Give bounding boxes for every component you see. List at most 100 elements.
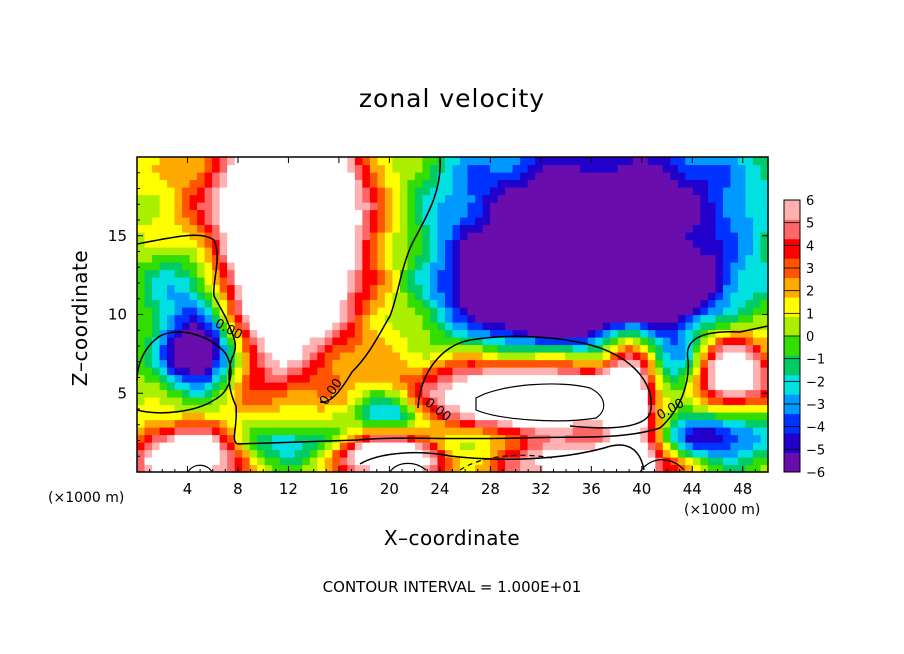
field-cell [384, 194, 393, 203]
field-cell [452, 277, 461, 286]
field-cell [159, 449, 168, 458]
field-cell [737, 269, 747, 278]
field-cell [257, 292, 266, 301]
field-cell [174, 194, 183, 203]
field-cell [227, 427, 236, 436]
field-cell [527, 187, 536, 196]
field-cell [234, 314, 243, 323]
field-cell [182, 359, 191, 368]
field-cell [527, 337, 536, 346]
field-cell [647, 464, 656, 473]
field-cell [662, 179, 671, 188]
field-cell [572, 217, 581, 226]
field-cell [369, 164, 378, 173]
field-cell [452, 389, 461, 398]
field-cell [309, 157, 318, 166]
field-cell [737, 359, 747, 368]
field-cell [302, 359, 311, 368]
field-cell [760, 367, 769, 376]
field-cell [752, 179, 762, 188]
field-cell [272, 239, 281, 248]
field-cell [692, 269, 701, 278]
field-cell [137, 344, 146, 353]
field-cell [339, 367, 348, 376]
field-cell [339, 404, 348, 413]
field-cell [677, 457, 686, 466]
field-cell [287, 239, 296, 248]
field-cell [745, 292, 754, 301]
field-cell [497, 217, 506, 226]
field-cell [152, 404, 161, 413]
field-cell [377, 397, 386, 406]
field-cell [527, 269, 536, 278]
x-tick-label: 8 [233, 480, 243, 498]
field-cell [752, 292, 762, 301]
field-cell [407, 457, 416, 466]
field-cell [707, 442, 717, 451]
field-cell [249, 269, 258, 278]
field-cell [715, 434, 724, 443]
field-cell [369, 322, 378, 331]
field-cell [264, 262, 273, 271]
field-cell [655, 359, 664, 368]
field-cell [692, 427, 701, 436]
field-cell [384, 224, 393, 233]
field-cell [505, 344, 514, 353]
field-cell [520, 209, 529, 218]
field-cell [317, 374, 326, 383]
field-cell [722, 284, 732, 293]
field-cell [384, 329, 393, 338]
field-cell [167, 157, 176, 166]
field-cell [167, 217, 176, 226]
field-cell [737, 179, 747, 188]
field-cell [182, 224, 191, 233]
field-cell [159, 367, 168, 376]
field-cell [429, 337, 439, 346]
field-cell [354, 442, 363, 451]
field-cell [467, 397, 476, 406]
field-cell [242, 239, 251, 248]
field-cell [505, 299, 514, 308]
field-cell [234, 344, 243, 353]
field-cell [497, 412, 506, 421]
field-cell [602, 337, 611, 346]
field-cell [610, 449, 619, 458]
field-cell [324, 179, 333, 188]
field-cell [287, 247, 296, 256]
field-cell [467, 187, 476, 196]
field-cell [692, 172, 701, 181]
field-cell [347, 179, 356, 188]
field-cell [429, 284, 439, 293]
field-cell [707, 419, 717, 428]
field-cell [715, 179, 724, 188]
field-cell [467, 427, 476, 436]
field-cell [377, 254, 386, 263]
field-cell [610, 187, 619, 196]
field-cell [272, 299, 281, 308]
field-cell [249, 164, 258, 173]
field-cell [249, 337, 258, 346]
field-cell [572, 269, 581, 278]
field-cell [182, 464, 191, 473]
field-cell [565, 367, 574, 376]
field-cell [272, 389, 281, 398]
field-cell [249, 262, 258, 271]
field-cell [737, 307, 747, 316]
field-cell [242, 382, 251, 391]
field-cell [347, 299, 356, 308]
field-cell [512, 389, 521, 398]
field-cell [444, 457, 454, 466]
field-cell [272, 329, 281, 338]
field-cell [745, 427, 754, 436]
field-cell [587, 427, 596, 436]
field-cell [444, 329, 454, 338]
field-cell [317, 277, 326, 286]
field-cell [685, 299, 694, 308]
field-cell [294, 254, 303, 263]
field-cell [602, 157, 611, 166]
field-cell [369, 194, 378, 203]
field-cell [429, 329, 439, 338]
field-cell [257, 389, 266, 398]
field-cell [189, 457, 198, 466]
field-cell [339, 359, 348, 368]
